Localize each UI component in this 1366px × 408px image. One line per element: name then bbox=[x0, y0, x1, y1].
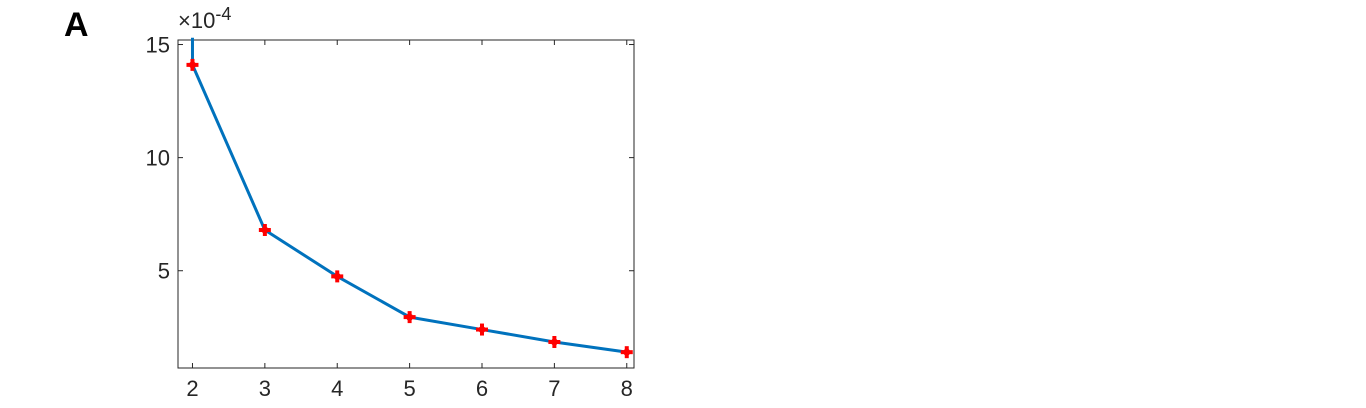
y-tick-label: 10 bbox=[146, 146, 170, 171]
data-point bbox=[258, 224, 271, 237]
data-point bbox=[186, 58, 199, 71]
x-tick-label: 3 bbox=[259, 376, 271, 401]
axis-ticks bbox=[178, 40, 634, 368]
tick-labels: 2 3 4 5 6 7 8 5 10 15 bbox=[146, 33, 633, 401]
data-point bbox=[331, 270, 344, 283]
data-point bbox=[403, 311, 416, 324]
plot-frame bbox=[177, 39, 635, 369]
x-tick-label: 5 bbox=[403, 376, 415, 401]
x-tick-label: 6 bbox=[476, 376, 488, 401]
data-point bbox=[620, 346, 633, 359]
marker-core bbox=[333, 272, 341, 280]
marker-core bbox=[406, 313, 414, 321]
marker-core bbox=[550, 338, 558, 346]
data-point bbox=[476, 323, 488, 336]
markers-layer bbox=[186, 58, 633, 359]
exponent-base: ×10 bbox=[178, 8, 215, 33]
panel-label: A bbox=[64, 6, 89, 44]
axes-box bbox=[177, 39, 635, 369]
marker-core bbox=[261, 226, 269, 234]
data-point bbox=[548, 335, 561, 348]
series-line bbox=[190, 37, 627, 354]
y-tick-label: 5 bbox=[158, 259, 170, 284]
x-tick-label: 7 bbox=[548, 376, 560, 401]
marker-core bbox=[478, 326, 486, 334]
marker-core bbox=[188, 61, 196, 69]
series-layer bbox=[190, 37, 627, 354]
y-tick-label: 15 bbox=[146, 33, 170, 58]
y-exponent-label: ×10-4 bbox=[178, 4, 231, 33]
x-tick-label: 8 bbox=[621, 376, 633, 401]
marker-core bbox=[623, 348, 631, 356]
exponent-power: -4 bbox=[215, 4, 231, 24]
x-tick-label: 2 bbox=[186, 376, 198, 401]
x-tick-label: 4 bbox=[331, 376, 343, 401]
